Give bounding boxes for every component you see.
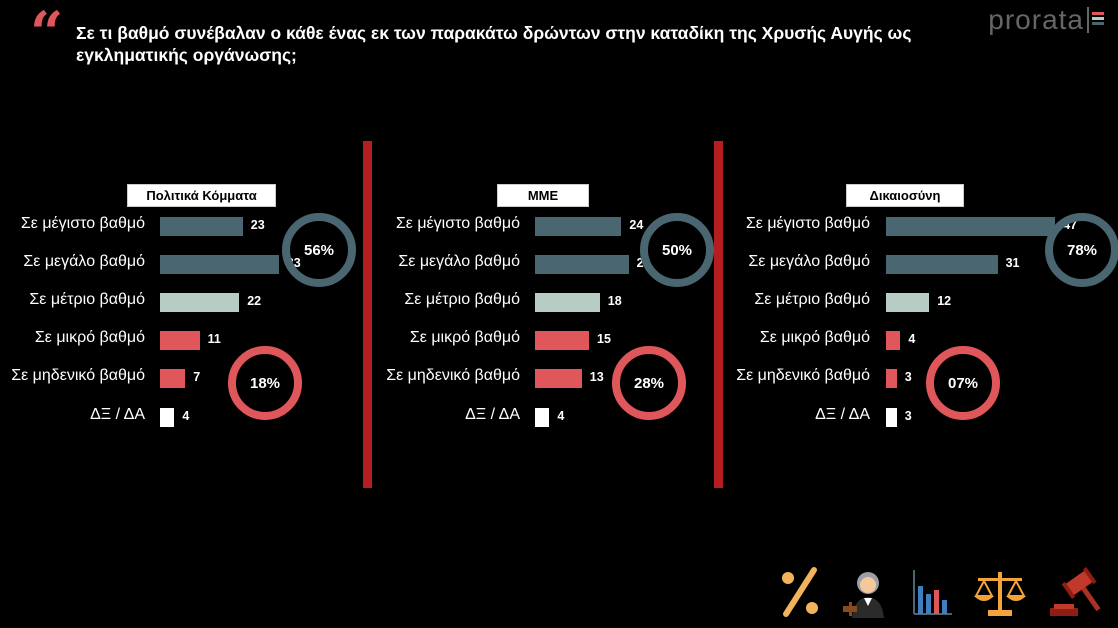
bar bbox=[886, 293, 930, 312]
data-label: 18 bbox=[607, 294, 622, 308]
data-label: 4 bbox=[908, 332, 916, 346]
category-label: Σε μεγάλο βαθμό bbox=[748, 253, 870, 270]
positive-total-ring: 50% bbox=[640, 213, 714, 287]
bar bbox=[535, 217, 622, 236]
panel-divider bbox=[714, 141, 723, 488]
panel-title: Δικαιοσύνη bbox=[846, 184, 964, 207]
bar bbox=[535, 255, 629, 274]
percent-icon bbox=[782, 567, 818, 617]
bar bbox=[886, 408, 897, 427]
brand-logo: prorata bbox=[988, 4, 1104, 36]
bar bbox=[886, 255, 998, 274]
data-label: 15 bbox=[597, 332, 611, 346]
bar bbox=[160, 408, 175, 427]
gavel-icon bbox=[1050, 566, 1101, 616]
bar bbox=[160, 217, 243, 236]
data-label: 3 bbox=[904, 370, 912, 384]
category-label: Σε μέγιστο βαθμό bbox=[745, 215, 870, 232]
bar bbox=[535, 331, 589, 350]
data-label: 13 bbox=[589, 370, 604, 384]
category-label: Σε μεγάλο βαθμό bbox=[398, 253, 520, 270]
data-label: 23 bbox=[250, 218, 265, 232]
bar bbox=[886, 217, 1056, 236]
category-label: Σε μικρό βαθμό bbox=[759, 329, 870, 346]
negative-total-ring: 07% bbox=[926, 346, 1000, 420]
category-label: Σε μικρό βαθμό bbox=[409, 329, 520, 346]
bar bbox=[886, 331, 901, 350]
judge-icon bbox=[843, 572, 884, 618]
panel-title: Πολιτικά Κόμματα bbox=[127, 184, 276, 207]
data-label: 22 bbox=[247, 294, 262, 308]
bar bbox=[160, 369, 186, 388]
panel-title: ΜΜΕ bbox=[497, 184, 589, 207]
data-label: 4 bbox=[557, 409, 565, 423]
bar bbox=[535, 369, 582, 388]
bar bbox=[886, 369, 897, 388]
bar bbox=[160, 255, 279, 274]
page-title: Σε τι βαθμό συνέβαλαν ο κάθε ένας εκ των… bbox=[76, 23, 912, 65]
data-label: 4 bbox=[182, 409, 190, 423]
bar-chart-icon bbox=[913, 570, 952, 615]
data-label: 3 bbox=[904, 409, 912, 423]
category-label: Σε μηδενικό βαθμό bbox=[736, 367, 870, 384]
footer-icons bbox=[778, 566, 1104, 618]
bar bbox=[535, 293, 600, 312]
data-label: 24 bbox=[629, 218, 644, 232]
category-label: Σε μέγιστο βαθμό bbox=[20, 215, 145, 232]
category-label: Σε μέτριο βαθμό bbox=[404, 291, 520, 308]
category-label: Σε μηδενικό βαθμό bbox=[11, 367, 145, 384]
bar bbox=[535, 408, 550, 427]
data-label: 12 bbox=[937, 294, 952, 308]
category-label: Σε μεγάλο βαθμό bbox=[23, 253, 145, 270]
category-label: ΔΞ / ΔΑ bbox=[815, 406, 870, 423]
category-label: Σε μέτριο βαθμό bbox=[29, 291, 145, 308]
data-label: 11 bbox=[207, 332, 221, 346]
category-label: ΔΞ / ΔΑ bbox=[90, 406, 145, 423]
panel-divider bbox=[363, 141, 372, 488]
category-label: Σε μηδενικό βαθμό bbox=[386, 367, 520, 384]
category-label: Σε μικρό βαθμό bbox=[34, 329, 145, 346]
positive-total-ring: 78% bbox=[1045, 213, 1118, 287]
quote-mark-icon: “ bbox=[30, 0, 64, 67]
negative-total-ring: 18% bbox=[228, 346, 302, 420]
scales-icon bbox=[974, 572, 1026, 616]
bar bbox=[160, 293, 240, 312]
data-label: 7 bbox=[193, 370, 201, 384]
category-label: Σε μέγιστο βαθμό bbox=[395, 215, 520, 232]
data-label: 31 bbox=[1005, 256, 1020, 270]
category-label: ΔΞ / ΔΑ bbox=[465, 406, 520, 423]
bar bbox=[160, 331, 200, 350]
positive-total-ring: 56% bbox=[282, 213, 356, 287]
negative-total-ring: 28% bbox=[612, 346, 686, 420]
category-label: Σε μέτριο βαθμό bbox=[754, 291, 870, 308]
